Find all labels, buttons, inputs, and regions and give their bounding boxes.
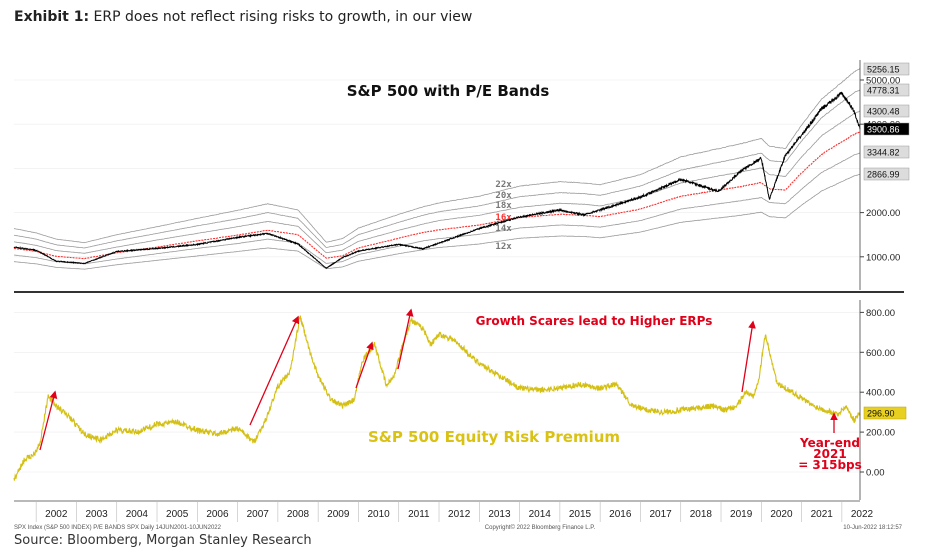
red-arrow [39, 390, 58, 451]
x-tick-label: 2017 [649, 509, 672, 520]
last-value-tag-box [863, 167, 910, 181]
x-tick-label: 2009 [327, 509, 350, 520]
bottom-ytick-label: 600.00 [866, 348, 895, 359]
top-ytick-label: 1000.00 [866, 252, 900, 263]
x-tick-label: 2014 [529, 509, 552, 520]
bottom-ytick-label: 400.00 [866, 388, 895, 399]
last-value-tag-label: 4778.31 [867, 86, 900, 96]
x-tick-label: 2022 [851, 509, 874, 520]
pe-band-label-18x: 18x [495, 201, 512, 211]
last-value-tag: 4778.31 [863, 83, 910, 97]
pe-band-line-18x [14, 110, 861, 254]
red-arrow [397, 308, 414, 370]
last-value-tag-box [863, 145, 910, 159]
x-tick-label: 2004 [126, 509, 149, 520]
red-arrow [249, 315, 300, 426]
red-arrow [355, 341, 374, 389]
last-value-tag-label: 5256.15 [867, 65, 900, 75]
top-ytick-label: 2000.00 [866, 208, 900, 219]
last-value-tag-box [863, 62, 910, 76]
x-tick-label: 2005 [166, 509, 189, 520]
last-value-tag: 3344.82 [863, 145, 910, 159]
pe-band-label-22x: 22x [495, 180, 512, 190]
last-value-tag-box [863, 122, 910, 136]
x-tick-label: 2008 [287, 509, 310, 520]
x-tick-label: 2012 [448, 509, 471, 520]
spx-price-line [13, 91, 861, 269]
x-tick-label: 2013 [488, 509, 511, 520]
top-chart-title: S&P 500 with P/E Bands [347, 82, 550, 100]
pe-band-line-22x [13, 68, 861, 244]
footer-right-note: 10-Jun-2022 18:12:57 [843, 525, 902, 531]
last-value-tag-box [863, 104, 910, 118]
pe-band-line-12x [14, 173, 861, 270]
year-end-line-3: = 315bps [798, 458, 862, 472]
erp-panel: 0.00 200.00 400.00 600.00 800.00 296.90 S&P 50… [13, 300, 907, 500]
pe-band-label-14x: 14x [495, 224, 512, 234]
erp-last-value-label: 296.90 [867, 409, 895, 419]
exhibit-heading: Exhibit 1: ERP does not reflect rising r… [14, 9, 472, 25]
x-tick-label: 2019 [730, 509, 753, 520]
last-value-tag: 3900.86 [863, 122, 910, 136]
last-value-tag-label: 3900.86 [867, 125, 900, 135]
x-tick-label: 2010 [367, 509, 390, 520]
x-axis: 2002 2003 2004 2005 2006 2007 2008 2009 2010 2011… [14, 500, 903, 531]
x-tick-label: 2020 [770, 509, 793, 520]
x-tick-label: 2015 [569, 509, 592, 520]
pe-band-line-20x [13, 89, 861, 249]
pe-band-label-20x: 20x [495, 191, 512, 201]
x-tick-label: 2006 [206, 509, 229, 520]
erp-line [13, 315, 861, 481]
x-tick-label: 2011 [408, 509, 430, 520]
x-tick-label: 2021 [811, 509, 834, 520]
last-value-tag-label: 2866.99 [867, 170, 900, 180]
x-tick-label: 2018 [690, 509, 713, 520]
x-tick-label: 2016 [609, 509, 632, 520]
bottom-ytick-label: 0.00 [866, 468, 885, 479]
exhibit-title: ERP does not reflect rising risks to gro… [93, 9, 473, 25]
last-value-tag: 4300.48 [863, 104, 910, 118]
footer-left-note: SPX Index (S&P 500 INDEX) P/E BANDS SPX … [14, 525, 222, 531]
last-value-tag-box [863, 83, 910, 97]
pe-band-label-12x: 12x [495, 242, 512, 252]
pe-band-label-16x: 16x [495, 213, 512, 223]
top-ytick-label: 5000.00 [866, 76, 900, 87]
exhibit-label: Exhibit 1: [14, 9, 90, 25]
pe-band-line-16x [13, 131, 861, 260]
bottom-ytick-label: 800.00 [866, 308, 895, 319]
year-end-line-1: Year-end [799, 436, 860, 450]
last-value-tag-label: 4300.48 [867, 107, 900, 117]
growth-scares-annotation: Growth Scares lead to Higher ERPs [476, 314, 713, 328]
last-value-tag-label: 3344.82 [867, 148, 900, 158]
year-end-line-2: 2021 [813, 447, 846, 461]
erp-last-value-box [863, 406, 907, 420]
top-plot-area [14, 60, 860, 290]
pe-band-line-14x [13, 152, 861, 265]
footer-center-note: Copyright© 2022 Bloomberg Finance L.P. [485, 524, 596, 531]
last-value-tag: 5256.15 [863, 62, 910, 76]
source-note: Source: Bloomberg, Morgan Stanley Resear… [14, 533, 312, 548]
red-arrow [741, 320, 756, 393]
last-value-tag: 2866.99 [863, 167, 910, 181]
x-tick-label: 2007 [247, 509, 270, 520]
erp-title: S&P 500 Equity Risk Premium [368, 428, 620, 446]
x-tick-label: 2002 [45, 509, 68, 520]
x-tick-label: 2003 [85, 509, 108, 520]
bottom-ytick-label: 200.00 [866, 428, 895, 439]
annotations: Growth Scares lead to Higher ERPs Year-en… [39, 308, 862, 472]
